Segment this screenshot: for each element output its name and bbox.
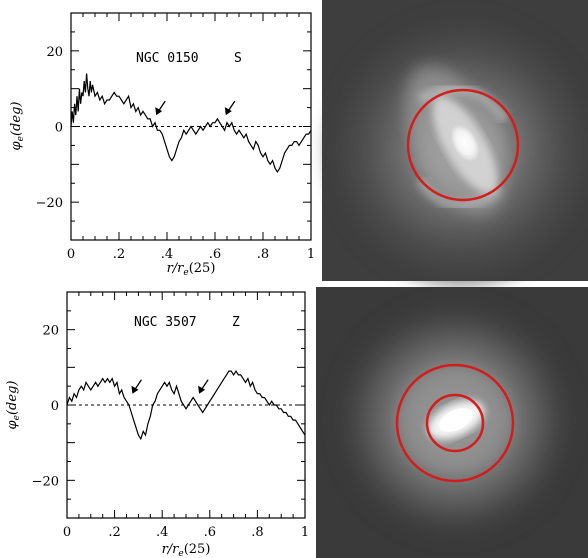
panel-galaxy-label: NGC 0150	[136, 51, 199, 66]
arrow-head	[155, 107, 163, 116]
plot-panel-top: 0 .2 .4 .6 .8 1 −20 0 20 NGC 0150 S φe(deg) r/r…	[9, 12, 315, 278]
outer-ring	[406, 88, 520, 202]
arrow-markers	[155, 100, 236, 116]
x-tick-label: .6	[209, 247, 221, 262]
axis-ticks	[66, 291, 306, 519]
x-tick-label: .6	[204, 525, 216, 540]
x-axis-label: r/re(25)	[162, 542, 211, 558]
arrow-head	[224, 107, 232, 116]
y-tick-label: −20	[36, 196, 63, 211]
x-tick-label: .4	[156, 525, 168, 540]
panel-galaxy-label: NGC 3507	[134, 315, 197, 330]
x-axis-label: r/re(25)	[167, 261, 216, 278]
x-tick-labels: 0 .2 .4 .6 .8 1	[63, 525, 309, 540]
x-tick-label: 1	[301, 525, 309, 540]
galaxy-image-ngc0150	[322, 0, 588, 285]
panel-class-label: Z	[232, 315, 240, 330]
y-tick-label: −20	[32, 474, 59, 489]
x-tick-label: 0	[63, 525, 71, 540]
plot-panel-bottom: 0 .2 .4 .6 .8 1 −20 0 20 NGC 3507 Z φe(deg) r/r…	[5, 291, 309, 558]
x-tick-label: .2	[108, 525, 120, 540]
outer-ring	[395, 363, 515, 483]
x-tick-labels: 0 .2 .4 .6 .8 1	[67, 247, 315, 262]
y-tick-label: 20	[42, 324, 59, 339]
x-tick-label: .2	[113, 247, 125, 262]
y-tick-label: 20	[46, 45, 63, 60]
series-line	[70, 73, 312, 174]
arrow-head	[198, 385, 206, 394]
x-tick-label: .4	[161, 247, 173, 262]
galaxy-image-ngc3507	[316, 287, 588, 558]
inner-ring	[425, 393, 485, 453]
y-tick-labels: −20 0 20	[36, 45, 63, 211]
arrow-head	[131, 385, 139, 394]
panel-class-label: S	[234, 51, 242, 66]
y-tick-labels: −20 0 20	[32, 324, 59, 490]
axis-ticks	[70, 12, 312, 241]
y-axis-label: φe(deg)	[9, 102, 26, 151]
x-tick-label: .8	[251, 525, 263, 540]
x-tick-label: .8	[257, 247, 269, 262]
x-tick-label: 0	[67, 247, 75, 262]
y-axis-label: φe(deg)	[5, 381, 22, 430]
x-tick-label: 1	[307, 247, 315, 262]
y-tick-label: 0	[55, 121, 63, 136]
arrow-markers	[131, 379, 209, 394]
y-tick-label: 0	[51, 399, 59, 414]
series-line	[66, 369, 306, 441]
